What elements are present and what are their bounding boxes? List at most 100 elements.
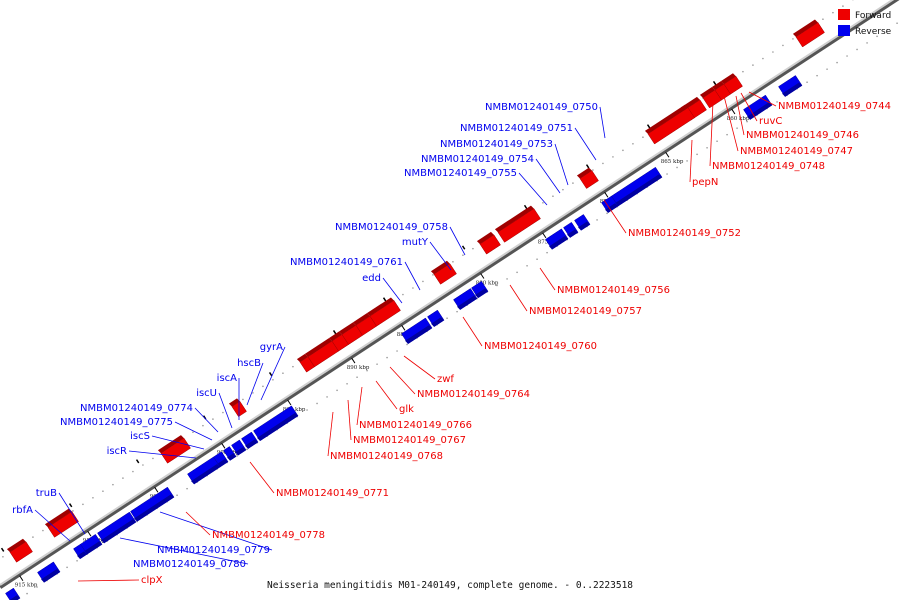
gene-rev[interactable] bbox=[471, 280, 489, 299]
gene-label: NMBM01240149_0747 bbox=[723, 95, 853, 157]
gene-rev[interactable] bbox=[401, 317, 433, 345]
guide-dot bbox=[336, 389, 338, 392]
guide-dot bbox=[316, 402, 318, 405]
guide-dot bbox=[806, 81, 808, 84]
guide-dot bbox=[886, 28, 888, 31]
tick-label: 865 kbp bbox=[661, 159, 684, 165]
guide-dot bbox=[716, 140, 718, 143]
svg-text:NMBM01240149_0771: NMBM01240149_0771 bbox=[276, 488, 389, 499]
guide-dot bbox=[526, 264, 528, 267]
guide-dot bbox=[506, 278, 508, 280]
guide-dot bbox=[726, 133, 728, 136]
guide-dot bbox=[26, 592, 28, 595]
gene-fwd[interactable] bbox=[6, 538, 33, 563]
gene-label: NMBM01240149_0768 bbox=[327, 411, 443, 462]
guide-dot bbox=[762, 57, 764, 60]
gene-label: iscR bbox=[107, 446, 197, 459]
svg-text:NMBM01240149_0775: NMBM01240149_0775 bbox=[60, 417, 173, 428]
gene-label: NMBM01240149_0744 bbox=[748, 91, 891, 112]
tick-label: 880 kbp bbox=[476, 280, 499, 286]
gene-fwd[interactable] bbox=[644, 104, 695, 145]
guide-dot bbox=[262, 385, 264, 388]
guide-dot bbox=[396, 350, 398, 352]
guide-dot bbox=[252, 392, 254, 394]
svg-text:NMBM01240149_0746: NMBM01240149_0746 bbox=[746, 130, 859, 141]
svg-text:gyrA: gyrA bbox=[260, 342, 283, 353]
guide-dot bbox=[496, 284, 498, 287]
guide-dot bbox=[826, 68, 828, 70]
gene-fwd[interactable] bbox=[228, 398, 247, 418]
guide-dot bbox=[842, 5, 844, 7]
gene-rev[interactable] bbox=[253, 405, 299, 442]
gene-rev[interactable] bbox=[5, 587, 21, 600]
gene-fwd[interactable] bbox=[792, 19, 825, 48]
guide-dot bbox=[602, 162, 604, 165]
legend-forward-swatch bbox=[838, 9, 850, 20]
guide-dot bbox=[736, 127, 738, 129]
gene-label: iscS bbox=[130, 431, 205, 450]
gene-fwd[interactable] bbox=[296, 353, 315, 373]
guide-dot bbox=[132, 470, 134, 473]
svg-text:iscU: iscU bbox=[196, 388, 217, 399]
gene-rev[interactable] bbox=[130, 486, 175, 522]
svg-text:NMBM01240149_0752: NMBM01240149_0752 bbox=[628, 228, 741, 239]
guide-dot bbox=[222, 411, 224, 414]
guide-dot bbox=[772, 51, 774, 53]
guide-dot bbox=[516, 271, 518, 274]
gene-rev[interactable] bbox=[778, 75, 803, 98]
guide-dot bbox=[122, 477, 124, 479]
tick-mark bbox=[401, 325, 406, 331]
tick-mark bbox=[646, 124, 651, 129]
gene-fwd[interactable] bbox=[476, 231, 501, 255]
guide-dot bbox=[186, 487, 188, 490]
guide-dot bbox=[72, 510, 74, 512]
gene-rev[interactable] bbox=[97, 511, 137, 544]
gene-rev[interactable] bbox=[241, 431, 259, 450]
tick-label: 890 kbp bbox=[347, 365, 370, 371]
tick-mark bbox=[0, 547, 5, 552]
gene-fwd[interactable] bbox=[576, 167, 599, 189]
gene-label: NMBM01240149_0746 bbox=[735, 95, 859, 141]
gene-rev[interactable] bbox=[453, 288, 478, 311]
guide-dot bbox=[356, 376, 358, 379]
svg-text:NMBM01240149_0756: NMBM01240149_0756 bbox=[557, 285, 670, 296]
gene-label: NMBM01240149_0767 bbox=[347, 399, 466, 446]
gene-rev[interactable] bbox=[187, 456, 221, 485]
gene-fwd[interactable] bbox=[157, 435, 191, 464]
tick-mark bbox=[287, 399, 292, 406]
guide-dot bbox=[572, 182, 574, 184]
gene-fwd[interactable] bbox=[494, 205, 541, 243]
gene-label: NMBM01240149_0752 bbox=[603, 199, 741, 239]
gene-rev[interactable] bbox=[223, 446, 237, 461]
svg-text:NMBM01240149_0753: NMBM01240149_0753 bbox=[440, 139, 553, 150]
guide-dot bbox=[836, 61, 838, 64]
gene-fwd[interactable] bbox=[699, 87, 722, 109]
guide-dot bbox=[866, 42, 868, 44]
gene-rev[interactable] bbox=[601, 195, 619, 214]
gene-rev[interactable] bbox=[427, 309, 445, 328]
guide-dot bbox=[192, 431, 194, 434]
tick-mark bbox=[731, 108, 736, 115]
gene-rev[interactable] bbox=[574, 214, 591, 231]
guide-dot bbox=[92, 496, 94, 499]
gene-rev[interactable] bbox=[73, 543, 88, 560]
gene-fwd[interactable] bbox=[44, 508, 79, 538]
gene-rev[interactable] bbox=[37, 561, 61, 583]
gene-rev[interactable] bbox=[231, 439, 247, 456]
guide-dot bbox=[686, 160, 688, 162]
guide-dot bbox=[536, 258, 538, 261]
guide-dot bbox=[326, 396, 328, 398]
svg-text:NMBM01240149_0744: NMBM01240149_0744 bbox=[778, 101, 891, 112]
guide-dot bbox=[696, 153, 698, 156]
svg-text:NMBM01240149_0747: NMBM01240149_0747 bbox=[740, 146, 853, 157]
gene-rev[interactable] bbox=[545, 228, 569, 250]
guide-dot bbox=[82, 503, 84, 506]
guide-dot bbox=[472, 247, 474, 250]
tick-mark bbox=[523, 204, 528, 210]
gene-rev[interactable] bbox=[611, 166, 663, 207]
svg-text:NMBM01240149_0774: NMBM01240149_0774 bbox=[80, 403, 193, 414]
guide-dot bbox=[292, 365, 294, 368]
gene-fwd[interactable] bbox=[430, 260, 457, 285]
gene-rev[interactable] bbox=[563, 221, 579, 238]
